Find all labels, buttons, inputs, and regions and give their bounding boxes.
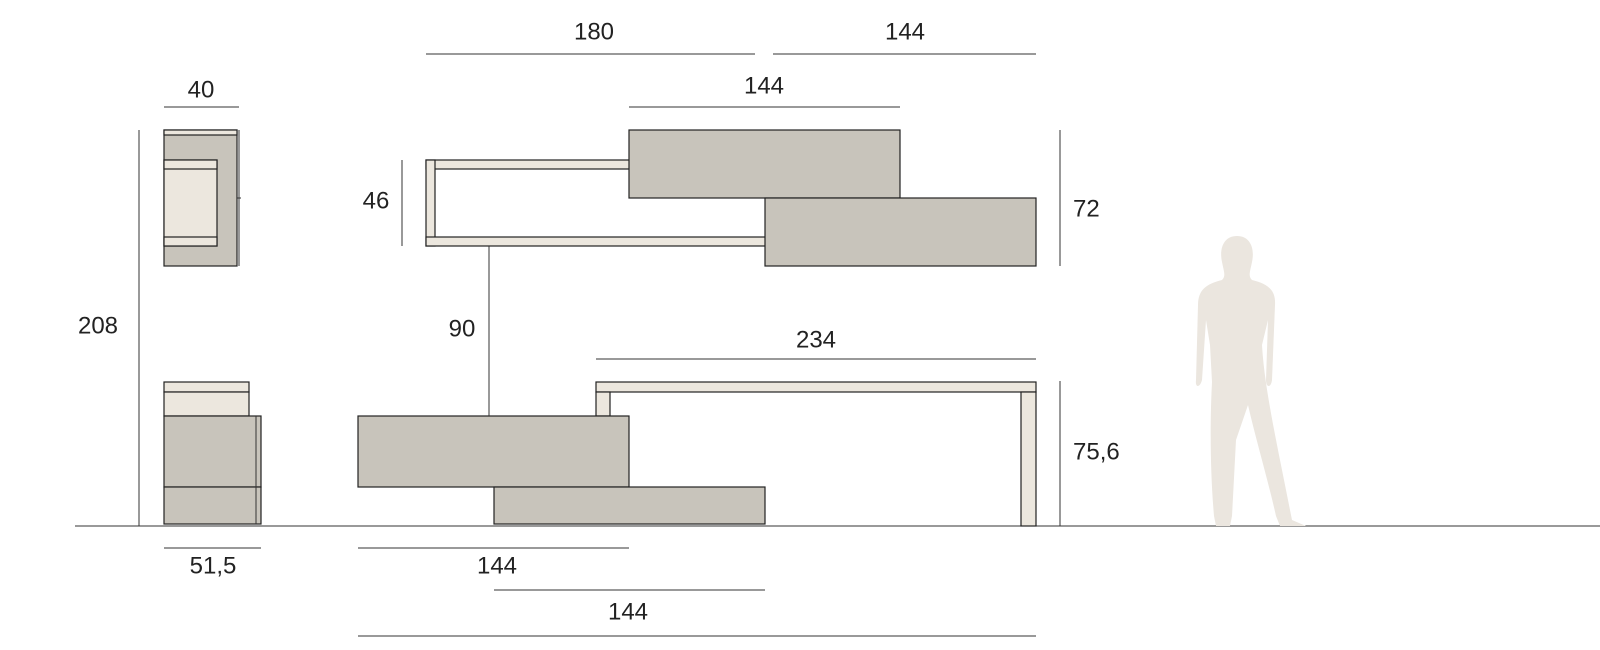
desk xyxy=(595,381,1037,527)
person-silhouette xyxy=(1195,236,1306,526)
dimension-label: 144 xyxy=(608,598,648,625)
low-units xyxy=(357,415,766,525)
dimension-label: 180 xyxy=(574,18,614,45)
dimension-label: 51,5 xyxy=(190,552,237,579)
dimension-lines xyxy=(138,53,1061,637)
dimension-label: 40 xyxy=(188,76,215,103)
dimension-label: 208 xyxy=(78,312,118,339)
dimension-label: 234 xyxy=(796,326,836,353)
dimension-label: 144 xyxy=(885,18,925,45)
dimension-label: 90 xyxy=(449,315,476,342)
dimension-label: 46 xyxy=(363,187,390,214)
dimension-label: 72 xyxy=(1073,195,1100,222)
front-wall-units xyxy=(425,129,1037,267)
side-wall-unit xyxy=(163,129,241,267)
dimension-label: 75,6 xyxy=(1073,438,1120,465)
dimension-label: 144 xyxy=(477,552,517,579)
side-base-unit xyxy=(163,381,262,525)
dimension-label: 144 xyxy=(744,72,784,99)
